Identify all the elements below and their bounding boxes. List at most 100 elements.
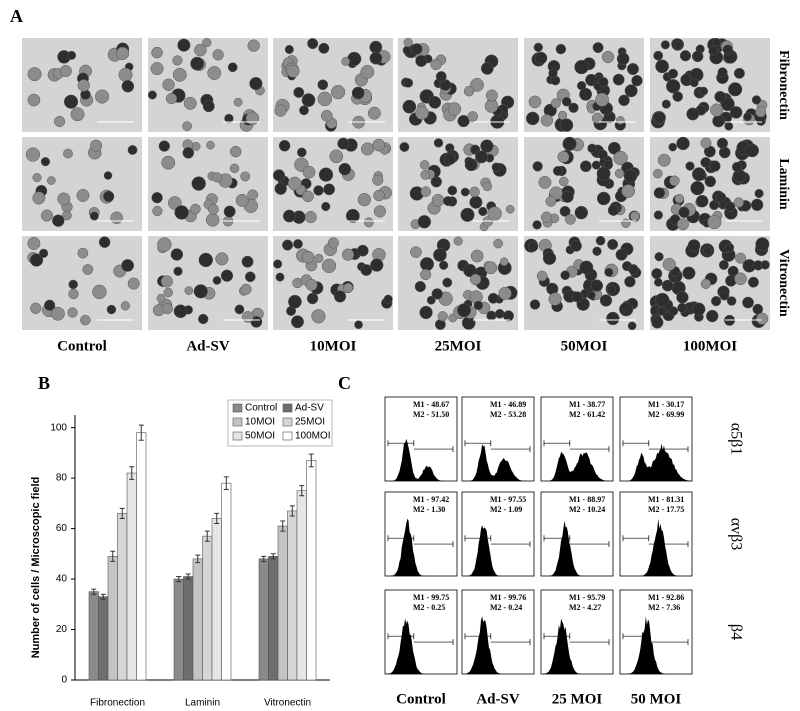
cell [661, 279, 674, 292]
cell [750, 198, 764, 211]
cell [487, 292, 499, 304]
cell [606, 284, 616, 294]
panel-label: C [338, 373, 351, 393]
bar [183, 576, 194, 681]
cell [202, 100, 215, 113]
cell [735, 252, 747, 264]
bar [258, 558, 269, 681]
cell [361, 142, 375, 156]
cell [68, 288, 79, 300]
stat-m1: M1 - 92.86 [648, 593, 684, 602]
x-tick-label: Vitronectin [264, 698, 311, 709]
bar [192, 558, 203, 681]
stat-m2: M2 - 53.28 [490, 410, 526, 419]
cell [63, 148, 73, 159]
cell [318, 167, 334, 182]
cell [220, 269, 234, 282]
cell [728, 82, 743, 97]
micrograph [273, 236, 393, 330]
cell [240, 283, 252, 295]
cell [505, 205, 515, 214]
cell [274, 182, 287, 195]
cell [247, 39, 260, 52]
cell [618, 94, 630, 107]
cell [63, 94, 79, 109]
cell [591, 112, 603, 124]
cell [606, 311, 620, 326]
cell [356, 244, 369, 257]
cell [467, 111, 478, 122]
cell [699, 86, 709, 96]
cell [542, 251, 557, 265]
stat-m2: M2 - 61.42 [569, 410, 605, 419]
cell [419, 257, 435, 272]
stat-box [488, 399, 532, 421]
cell [463, 85, 475, 97]
cell [707, 215, 722, 230]
cell [240, 171, 251, 182]
cell [127, 145, 138, 155]
micrograph [148, 236, 268, 330]
cell [70, 107, 85, 122]
cell [184, 286, 194, 295]
cell [482, 181, 492, 192]
cell [212, 276, 222, 285]
stat-box [411, 592, 455, 614]
stat-box [567, 592, 611, 614]
cell [619, 302, 634, 317]
cell [207, 66, 222, 80]
row-label: αvβ3 [727, 518, 744, 551]
cell [89, 211, 99, 221]
cell [555, 43, 567, 55]
stat-m2: M2 - 10.24 [569, 505, 605, 514]
cell [540, 114, 554, 127]
cell [305, 278, 318, 291]
cell [484, 99, 499, 113]
row-label: Vitronectin [776, 249, 791, 317]
cell [689, 78, 699, 88]
cell [651, 268, 663, 280]
bar [306, 460, 317, 681]
cell [447, 102, 462, 116]
cell [756, 312, 769, 325]
cell [579, 87, 593, 101]
cell [587, 143, 597, 154]
cell [570, 240, 582, 252]
cell [676, 136, 690, 151]
cell [557, 151, 570, 163]
cell [755, 237, 770, 252]
error-bar [223, 476, 229, 490]
cell [733, 67, 745, 79]
stat-m1: M1 - 88.97 [569, 495, 605, 504]
cell [32, 173, 42, 183]
stat-m2: M2 - 1.09 [490, 505, 522, 514]
cell [329, 149, 344, 164]
cell [565, 214, 576, 225]
column-label: 25 MOI [552, 691, 603, 707]
cell [183, 96, 197, 110]
cell [162, 78, 175, 91]
cell [278, 140, 291, 152]
column-label: Control [57, 338, 107, 354]
histogram [622, 616, 690, 674]
cell [480, 62, 494, 75]
legend-swatch [232, 403, 243, 413]
cell [464, 158, 478, 172]
cell [321, 258, 337, 274]
cell [373, 205, 386, 218]
cell [360, 264, 373, 276]
cell [653, 111, 666, 124]
cell [709, 160, 721, 172]
legend-label: 50MOI [245, 431, 275, 442]
cell [561, 97, 572, 107]
legend-swatch [282, 417, 293, 427]
cell [731, 161, 743, 173]
cell [674, 193, 684, 204]
cell [224, 113, 234, 124]
cell [121, 259, 134, 272]
row-label: β4 [727, 624, 744, 640]
cell [173, 304, 188, 319]
cell [474, 150, 488, 164]
stat-m1: M1 - 95.79 [569, 593, 605, 602]
cell [311, 309, 326, 324]
